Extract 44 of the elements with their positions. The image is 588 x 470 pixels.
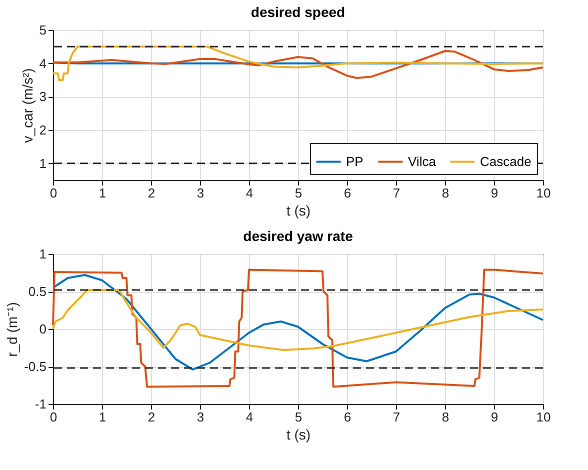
x-tick-label: 8 [442, 186, 450, 200]
x-tick-label: 8 [442, 410, 450, 424]
x-tick-label: 3 [196, 410, 204, 424]
y-tick-label: 0 [39, 322, 46, 336]
x-tick-label: 5 [294, 186, 302, 200]
x-tick-label: 6 [344, 186, 352, 200]
x-tick-label: 9 [490, 410, 498, 424]
x-tick-label: 3 [196, 186, 204, 200]
x-tick-label: 1 [98, 410, 106, 424]
x-tick-label: 0 [50, 410, 58, 424]
y-tick-label: 2 [39, 122, 46, 138]
x-tick-label: 7 [392, 186, 400, 200]
y-tick-label: 0.5 [28, 284, 46, 299]
y-tick-label: 1 [39, 156, 46, 171]
y-tick-label: -0.5 [24, 359, 46, 374]
x-tick-label: 7 [392, 410, 400, 424]
x-axis-title: t (s) [286, 202, 311, 218]
y-tick-label: 1 [39, 246, 46, 262]
x-tick-label: 10 [536, 410, 551, 424]
x-tick-label: 1 [98, 186, 106, 200]
x-tick-label: 0 [50, 186, 58, 200]
y-tick-label: 5 [39, 22, 46, 38]
x-tick-label: 6 [344, 410, 352, 424]
legend-label: Vilca [408, 154, 437, 169]
line-series [52, 268, 544, 388]
y-axis-title: r_d (m⁻¹) [4, 302, 20, 357]
y-tick-label: -1 [34, 396, 46, 412]
line-series [52, 289, 544, 351]
chart-title: desired speed [250, 4, 346, 20]
legend-label: PP [346, 154, 364, 169]
x-tick-label: 4 [246, 186, 254, 200]
x-tick-label: 4 [246, 410, 254, 424]
x-tick-label: 10 [536, 186, 551, 200]
line-series [52, 274, 544, 370]
x-tick-label: 2 [148, 410, 156, 424]
x-tick-label: 5 [294, 410, 302, 424]
y-tick-label: 3 [39, 89, 46, 104]
x-axis-title: t (s) [286, 426, 311, 442]
legend-label: Cascade [480, 154, 532, 169]
x-tick-label: 9 [490, 186, 498, 200]
x-tick-label: 2 [148, 186, 156, 200]
y-axis-title: v_car (m/s²) [19, 68, 36, 143]
y-tick-label: 4 [39, 56, 46, 71]
chart-title: desired yaw rate [243, 228, 354, 244]
